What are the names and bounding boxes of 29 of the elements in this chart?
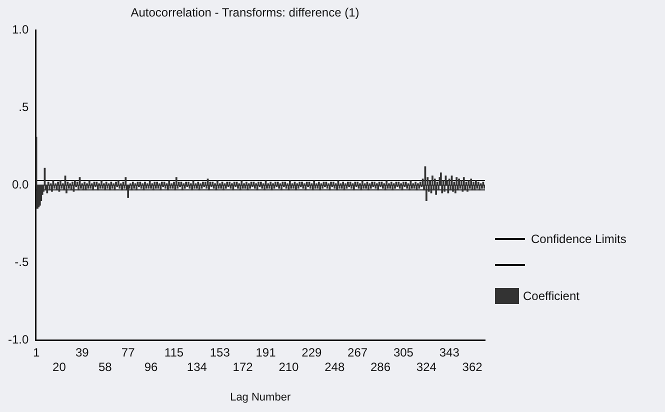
x-axis-title: Lag Number xyxy=(230,391,291,404)
x-tick-label: 286 xyxy=(370,360,391,374)
x-tick-label: 20 xyxy=(52,360,66,374)
x-tick-label: 1 xyxy=(32,346,40,360)
x-tick-label: 305 xyxy=(393,346,414,360)
y-tick-label: 1.0 xyxy=(12,22,29,37)
x-tick-label: 77 xyxy=(121,346,136,360)
legend-label: Coefficient xyxy=(523,289,580,303)
x-tick-label: 324 xyxy=(416,360,437,374)
x-tick-label: 210 xyxy=(278,360,300,374)
x-tick-label: 248 xyxy=(324,360,345,374)
x-tick-label: 362 xyxy=(462,360,483,374)
y-tick-label: .5 xyxy=(18,100,29,114)
chart-title: Autocorrelation - Transforms: difference (1) xyxy=(130,6,360,20)
y-tick-label: -.5 xyxy=(14,254,29,269)
y-tick-label: -1.0 xyxy=(8,332,29,346)
x-tick-label: 96 xyxy=(144,360,158,374)
x-tick-label: 229 xyxy=(302,346,322,360)
x-tick-label: 191 xyxy=(256,346,276,360)
x-tick-label: 172 xyxy=(232,360,254,374)
x-tick-label: 58 xyxy=(98,360,112,374)
x-tick-label: 134 xyxy=(186,360,208,374)
x-tick-label: 343 xyxy=(439,346,460,360)
x-tick-label: 115 xyxy=(164,346,184,360)
x-tick-label: 267 xyxy=(348,346,368,360)
y-tick-label: 0.0 xyxy=(12,178,29,192)
legend-label: Confidence Limits xyxy=(531,232,626,246)
x-tick-label: 39 xyxy=(76,346,90,360)
x-tick-label: 153 xyxy=(210,346,230,360)
